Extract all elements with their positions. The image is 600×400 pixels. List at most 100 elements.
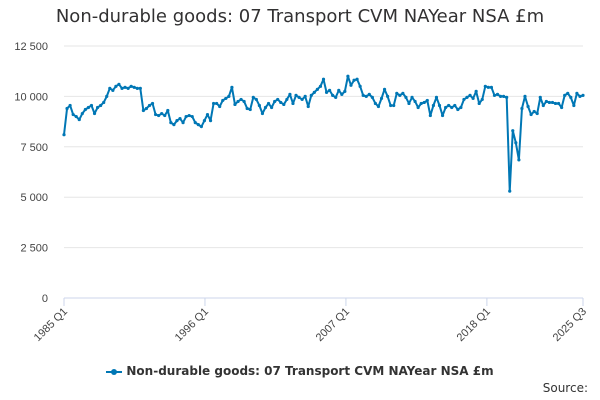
data-point[interactable] [150, 101, 155, 106]
data-point[interactable] [337, 88, 341, 92]
data-point[interactable] [175, 118, 179, 123]
data-point[interactable] [205, 112, 210, 117]
data-point[interactable] [401, 91, 405, 95]
data-point[interactable] [450, 105, 454, 110]
data-point[interactable] [239, 97, 243, 102]
data-point[interactable] [520, 106, 524, 111]
data-point[interactable] [294, 93, 298, 97]
data-point[interactable] [77, 117, 81, 122]
data-point[interactable] [489, 85, 494, 89]
data-point[interactable] [459, 105, 463, 110]
data-point[interactable] [315, 87, 319, 91]
data-point[interactable] [431, 103, 436, 108]
data-point[interactable] [529, 112, 533, 117]
data-point[interactable] [535, 111, 539, 116]
data-point[interactable] [502, 94, 506, 98]
data-point[interactable] [349, 83, 353, 87]
data-point[interactable] [248, 107, 252, 112]
data-point[interactable] [447, 103, 451, 108]
data-point[interactable] [575, 91, 579, 95]
data-point[interactable] [266, 101, 271, 106]
data-point[interactable] [99, 103, 103, 108]
data-point[interactable] [251, 95, 255, 100]
data-point[interactable] [578, 94, 582, 98]
data-point[interactable] [505, 95, 509, 100]
data-point[interactable] [444, 105, 448, 110]
data-point[interactable] [361, 93, 365, 97]
data-point[interactable] [425, 98, 429, 103]
data-point[interactable] [300, 97, 304, 102]
data-point[interactable] [86, 105, 91, 110]
data-point[interactable] [215, 101, 219, 106]
data-point[interactable] [312, 90, 316, 94]
data-point[interactable] [263, 105, 268, 110]
data-point[interactable] [62, 133, 66, 137]
data-point[interactable] [474, 89, 478, 93]
data-point[interactable] [462, 97, 466, 102]
data-point[interactable] [199, 125, 203, 129]
data-point[interactable] [166, 108, 170, 113]
data-point[interactable] [230, 85, 234, 89]
data-point[interactable] [80, 111, 84, 116]
data-point[interactable] [471, 96, 475, 101]
data-point[interactable] [242, 99, 246, 104]
data-point[interactable] [486, 85, 490, 89]
data-point[interactable] [440, 113, 445, 118]
data-point[interactable] [321, 77, 326, 81]
data-point[interactable] [276, 97, 280, 102]
data-point[interactable] [498, 94, 503, 98]
data-point[interactable] [138, 86, 142, 90]
data-point[interactable] [89, 103, 94, 108]
data-point[interactable] [511, 129, 515, 133]
data-point[interactable] [532, 109, 536, 114]
data-point[interactable] [340, 92, 344, 96]
data-point[interactable] [437, 103, 442, 108]
data-point[interactable] [358, 84, 362, 88]
data-point[interactable] [117, 82, 121, 86]
data-point[interactable] [563, 93, 567, 97]
data-point[interactable] [291, 101, 295, 106]
data-point[interactable] [407, 101, 411, 106]
data-point[interactable] [132, 85, 136, 89]
data-point[interactable] [434, 95, 439, 100]
data-point[interactable] [334, 95, 338, 100]
data-point[interactable] [373, 101, 377, 106]
data-point[interactable] [303, 94, 307, 98]
data-point[interactable] [416, 105, 420, 110]
data-point[interactable] [126, 86, 130, 90]
data-point[interactable] [566, 91, 570, 95]
data-point[interactable] [422, 100, 426, 105]
data-point[interactable] [208, 118, 213, 123]
data-point[interactable] [184, 114, 188, 119]
data-point[interactable] [257, 103, 261, 108]
data-point[interactable] [111, 88, 115, 92]
data-point[interactable] [392, 103, 396, 108]
data-point[interactable] [331, 93, 335, 97]
data-point[interactable] [309, 93, 313, 97]
data-point[interactable] [157, 113, 161, 118]
data-point[interactable] [572, 103, 576, 108]
data-point[interactable] [92, 111, 97, 116]
data-point[interactable] [346, 74, 350, 78]
data-point[interactable] [386, 94, 390, 98]
data-point[interactable] [560, 105, 564, 110]
data-point[interactable] [190, 114, 194, 119]
data-point[interactable] [569, 95, 573, 100]
data-point[interactable] [120, 86, 124, 90]
data-point[interactable] [245, 106, 249, 111]
data-point[interactable] [318, 84, 323, 88]
data-point[interactable] [398, 93, 402, 97]
data-point[interactable] [410, 95, 414, 100]
data-point[interactable] [553, 101, 558, 106]
data-point[interactable] [135, 86, 139, 90]
data-point[interactable] [468, 93, 472, 97]
data-point[interactable] [181, 121, 185, 125]
data-point[interactable] [523, 94, 527, 98]
data-point[interactable] [187, 113, 191, 118]
data-point[interactable] [141, 108, 145, 113]
data-point[interactable] [492, 93, 497, 97]
data-point[interactable] [211, 101, 216, 106]
data-point[interactable] [526, 104, 530, 109]
data-point[interactable] [355, 77, 359, 81]
data-point[interactable] [370, 95, 374, 100]
